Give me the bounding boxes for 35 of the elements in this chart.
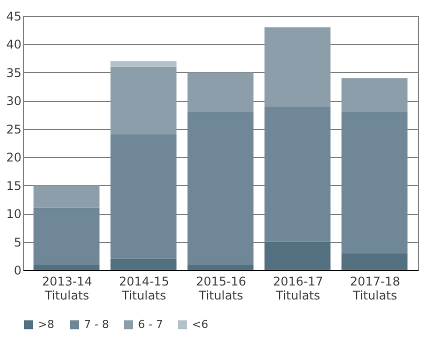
bar xyxy=(110,66,176,135)
y-tick-label: 15 xyxy=(6,178,22,193)
bar xyxy=(34,208,100,264)
y-tick-label: 20 xyxy=(6,150,22,165)
y-tick-label: 30 xyxy=(6,94,22,108)
bar xyxy=(264,106,330,242)
bar xyxy=(342,253,408,270)
y-tick-label: 35 xyxy=(6,66,22,80)
y-tick-label: 25 xyxy=(6,122,22,136)
x-tick-label: 2016-17 Titulats xyxy=(272,274,324,302)
bar xyxy=(342,112,408,254)
x-tick-label: 2017-18 Titulats xyxy=(350,274,400,302)
bar xyxy=(264,242,330,270)
bar xyxy=(110,134,176,259)
legend-label: >8 xyxy=(38,318,54,331)
bar xyxy=(34,264,100,270)
bar xyxy=(110,61,176,67)
legend-label: 7 - 8 xyxy=(84,318,109,331)
y-tick-label: 45 xyxy=(6,10,22,24)
bar xyxy=(188,72,254,112)
bar xyxy=(34,185,100,208)
bar xyxy=(264,27,330,106)
y-tick-label: 40 xyxy=(6,38,22,52)
legend-label: <6 xyxy=(192,318,208,331)
bar xyxy=(342,78,408,112)
legend-label: 6 - 7 xyxy=(138,318,163,331)
x-tick-label: 2015-16 Titulats xyxy=(196,274,246,302)
y-tick-label: 5 xyxy=(14,235,22,250)
y-tick-label: 10 xyxy=(6,207,22,222)
x-tick-label: 2013-14 Titulats xyxy=(42,274,92,302)
bar xyxy=(110,258,176,270)
bar xyxy=(188,112,254,264)
bar xyxy=(188,264,254,270)
y-tick-label: 0 xyxy=(14,264,22,278)
x-tick-label: 2014-15 Titulats xyxy=(118,274,170,302)
